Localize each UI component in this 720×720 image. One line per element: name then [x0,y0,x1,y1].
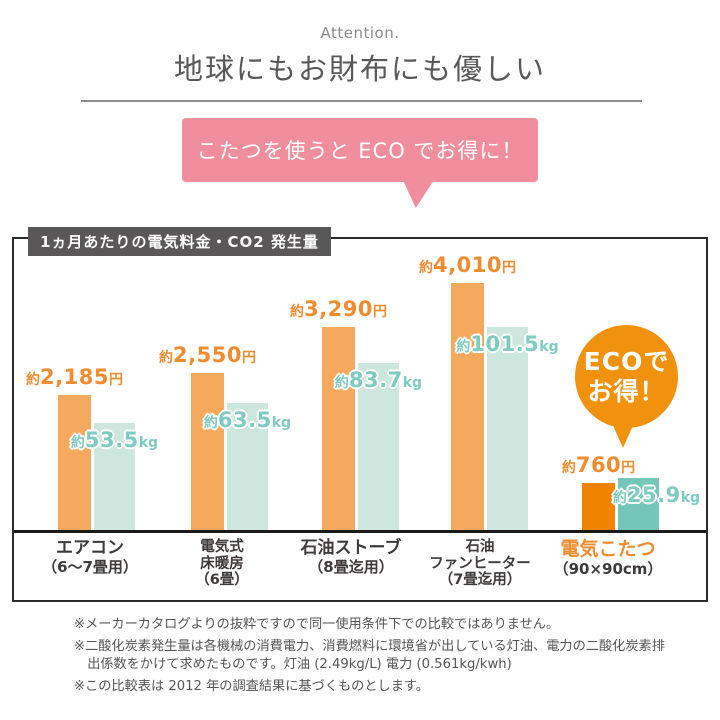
co2-bar [487,327,528,530]
co2-value-label: 約53.5kg [70,428,159,452]
chart-title-badge: 1ヵ月あたりの電気料金・CO2 発生量 [28,227,331,256]
co2-value-label: 約83.7kg [334,368,423,392]
co2-value-label: 約101.5kg [456,332,559,356]
cost-bar [451,283,484,530]
category-label-line: （7畳迄用） [438,572,522,589]
cost-value-label: 約4,010円 [419,253,516,277]
category-label: 電気こたつ （90×90cm） [533,538,683,578]
category-label-line: （90×90cm） [553,559,663,578]
co2-bar [227,403,268,530]
category-label: 石油ストーブ （8畳迄用） [276,538,426,576]
cost-value-label: 約3,290円 [290,297,387,321]
cost-value-label: 約2,550円 [159,343,256,367]
chart-panel: 1ヵ月あたりの電気料金・CO2 発生量 約2,185円約53.5kg 約2,550… [12,227,708,602]
footnotes: ※メーカーカタログよりの抜粋ですので同一使用条件下での比較ではありません。 ※二酸… [74,616,666,700]
cost-bar [582,483,615,530]
co2-value-label: 約63.5kg [203,408,292,432]
co2-bar [94,423,135,530]
category-label-line: 電気式 [200,539,244,555]
co2-bar [618,478,659,530]
co2-value-label: 約25.9kg [612,483,701,507]
eco-badge-text-line2: お得！ [587,376,666,406]
category-label: 電気式 床暖房 （6畳） [147,539,297,589]
category-label-line: 石油ストーブ [300,538,402,558]
category-label-line: エアコン [56,538,124,558]
co2-bar [358,363,399,530]
speech-bubble-text: こたつを使うと ECO でお得に！ [196,139,524,163]
category-label-line: 床暖房 [200,555,244,572]
eco-badge-text-line1: ECOで [583,346,670,376]
category-label-line: （6〜7畳用） [42,557,138,576]
cost-value-label: 約760円 [561,453,636,477]
category-label-line: 電気こたつ [560,538,656,560]
speech-bubble: こたつを使うと ECO でお得に！ [182,118,538,182]
speech-bubble-tail [402,180,434,208]
cost-bar [322,327,355,530]
category-label-line: 石油 [465,539,495,555]
category-label-line: ファンヒーター [429,555,531,572]
footnote-item: ※この比較表は 2012 年の調査結果に基づくものとします。 [74,679,429,695]
cost-bar [191,373,224,530]
footnote-item: ※メーカーカタログよりの抜粋ですので同一使用条件下での比較ではありません。 [74,617,560,632]
category-label-line: （8畳迄用） [308,557,394,576]
title-divider [81,100,642,102]
category-label: 石油 ファンヒーター （7畳迄用） [405,539,555,589]
page-title: 地球にもお財布にも優しい [173,52,546,86]
footnote-item: ※二酸化炭素発生量は各機械の消費電力、消費燃料に環境省が出している灯油、電力の二… [74,638,665,673]
eco-badge: ECOで お得！ [575,325,678,428]
category-label-line: （6畳） [195,572,249,589]
attention-label: Attention. [320,24,400,42]
category-label: エアコン （6〜7畳用） [15,538,165,576]
cost-bar [58,395,91,530]
cost-value-label: 約2,185円 [26,365,123,389]
axis-baseline [14,530,706,533]
